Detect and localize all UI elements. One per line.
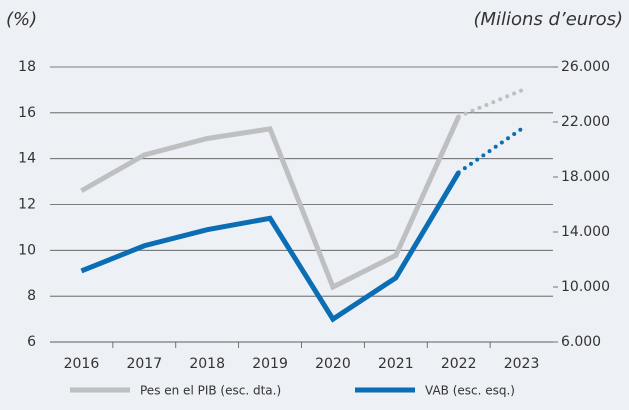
series-line-dotted bbox=[456, 126, 524, 175]
x-tick-label: 2020 bbox=[315, 356, 351, 372]
y-tick-label: 10 bbox=[18, 242, 36, 258]
x-tick-label: 2023 bbox=[504, 356, 540, 372]
y-tick-label: 6 bbox=[27, 334, 36, 350]
x-tick-label: 2016 bbox=[64, 356, 100, 372]
y2-tick-label: 26.000 bbox=[561, 59, 610, 75]
y-tick-label: 12 bbox=[18, 197, 36, 213]
y2-tick-label: 6.000 bbox=[561, 334, 601, 350]
x-tick-label: 2022 bbox=[441, 356, 477, 372]
x-tick-label: 2018 bbox=[189, 356, 225, 372]
y-tick-label: 18 bbox=[18, 59, 36, 75]
y2-tick-label: 14.000 bbox=[561, 224, 610, 240]
y2-tick-label: 10.000 bbox=[561, 279, 610, 295]
series-line bbox=[80, 115, 461, 291]
x-tick-label: 2017 bbox=[126, 356, 162, 372]
y2-tick-label: 18.000 bbox=[561, 169, 610, 185]
y2-tick-label: 22.000 bbox=[561, 114, 610, 130]
y2-axis-title: (Milions d’euros) bbox=[473, 9, 623, 30]
y-axis-title: (%) bbox=[6, 9, 37, 30]
legend-label: VAB (esc. esq.) bbox=[425, 384, 515, 398]
y-tick-label: 16 bbox=[18, 105, 36, 121]
x-tick-label: 2021 bbox=[378, 356, 414, 372]
x-tick-label: 2019 bbox=[252, 356, 288, 372]
y-tick-label: 8 bbox=[27, 288, 36, 304]
series-line bbox=[80, 171, 461, 323]
y-tick-label: 14 bbox=[18, 151, 36, 167]
legend-label: Pes en el PIB (esc. dta.) bbox=[140, 384, 281, 398]
